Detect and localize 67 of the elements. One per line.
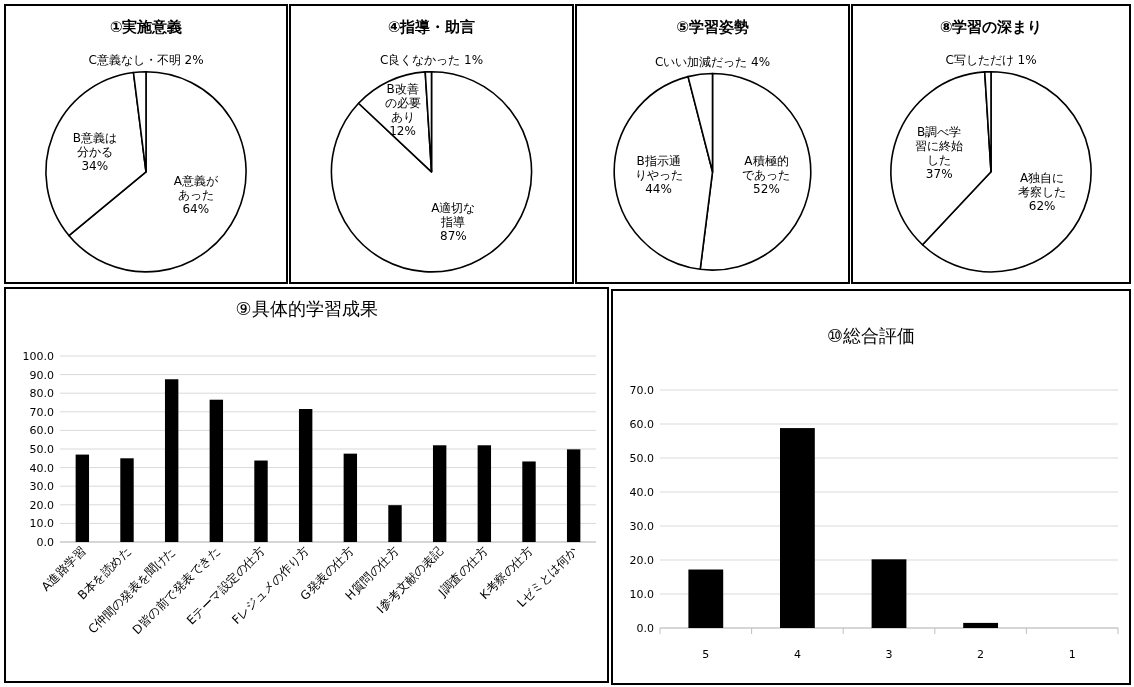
y-tick-label: 0.0 <box>36 536 54 549</box>
y-tick-label: 70.0 <box>29 405 54 419</box>
slice-label: B指示通りやった <box>634 154 683 183</box>
y-tick-label: 30.0 <box>29 480 54 494</box>
y-tick-label: 40.0 <box>629 486 654 499</box>
bar <box>566 449 581 542</box>
bar <box>477 445 492 542</box>
bar <box>780 428 815 628</box>
slice-label: A独自に考察した <box>1018 171 1067 200</box>
y-tick-label: 90.0 <box>29 368 54 382</box>
x-tick-label: 4 <box>793 648 801 661</box>
bar <box>120 458 134 542</box>
x-tick-label: 1 <box>1068 648 1076 661</box>
slice-label: B調べ学習に終始した <box>915 125 964 168</box>
y-tick-label: 60.0 <box>629 418 654 431</box>
bar <box>343 453 358 542</box>
x-tick-label: 3 <box>885 648 893 661</box>
chart-title: ⑩総合評価 <box>826 325 916 346</box>
data-label: 64% <box>182 202 210 217</box>
chart-title: ①実施意義 <box>109 18 183 36</box>
y-tick-label: 80.0 <box>29 387 54 401</box>
x-tick-label: 5 <box>702 648 710 661</box>
slice-label: A積極的であった <box>742 154 791 183</box>
slice-label: C意義なし・不明 2% <box>88 52 204 67</box>
y-tick-label: 10.0 <box>29 517 54 531</box>
y-tick-label: 40.0 <box>29 461 54 475</box>
slice-label: A適切な指導 <box>431 201 476 230</box>
pie-slice <box>330 70 533 273</box>
slice-label: C良くなかった 1% <box>379 52 484 67</box>
y-tick-label: 60.0 <box>29 424 54 438</box>
y-tick-label: 0.0 <box>636 622 654 635</box>
slice-label: C写しただけ 1% <box>945 52 1037 67</box>
bar <box>522 461 536 542</box>
data-label: 34% <box>81 158 109 173</box>
slice-label: B意義は分かる <box>72 130 117 159</box>
data-label: 44% <box>645 182 672 197</box>
bar <box>254 460 268 542</box>
bar <box>75 454 90 542</box>
y-tick-label: 20.0 <box>629 554 654 567</box>
x-tick-label: 2 <box>977 648 985 661</box>
data-label: 87% <box>440 229 467 244</box>
chart-title: ⑤学習姿勢 <box>676 18 749 36</box>
bar <box>209 399 224 542</box>
bar <box>164 379 179 542</box>
data-label: 12% <box>389 124 416 139</box>
data-label: 37% <box>925 167 953 182</box>
slice-label: B改善の必要あり <box>384 82 421 125</box>
slice-label: A意義があった <box>173 174 219 203</box>
chart-title: ⑨具体的学習成果 <box>235 298 378 319</box>
y-tick-label: 10.0 <box>629 588 654 601</box>
data-label: 52% <box>753 182 780 197</box>
data-label: 62% <box>1028 199 1056 214</box>
bar <box>963 622 998 628</box>
y-tick-label: 70.0 <box>629 384 654 397</box>
bar <box>432 445 447 542</box>
y-tick-label: 50.0 <box>629 452 654 465</box>
y-tick-label: 100.0 <box>22 350 54 363</box>
chart-title: ④指導・助言 <box>387 18 476 36</box>
bar <box>298 409 313 542</box>
bar <box>388 505 402 542</box>
chart-title: ⑧学習の深まり <box>939 18 1043 36</box>
y-tick-label: 20.0 <box>29 498 54 512</box>
bar <box>688 569 724 628</box>
y-tick-label: 50.0 <box>29 443 54 456</box>
y-tick-label: 30.0 <box>629 520 654 533</box>
slice-label: Cいい加減だった 4% <box>654 54 771 69</box>
bar <box>871 559 907 628</box>
